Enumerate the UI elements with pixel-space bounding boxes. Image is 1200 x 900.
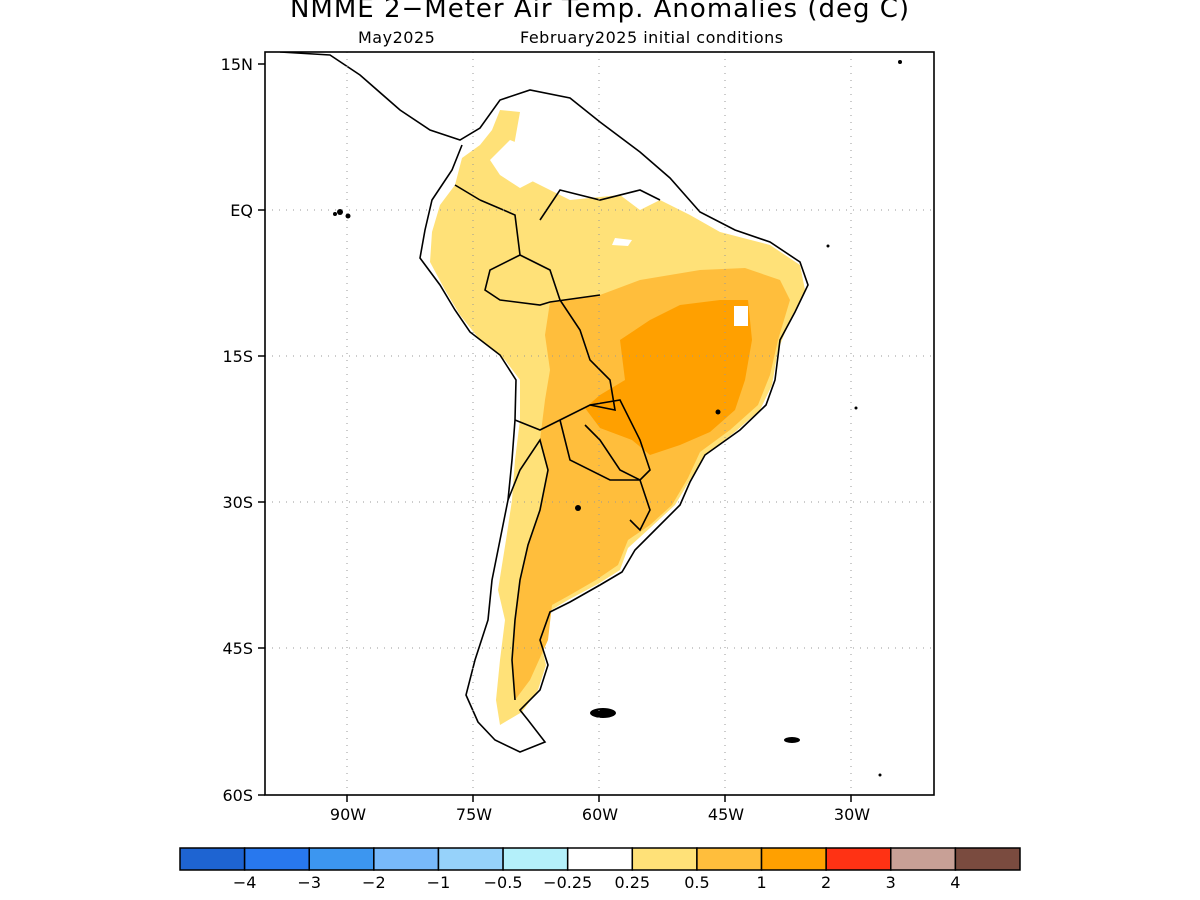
lat-tick-label: 15N bbox=[221, 55, 253, 74]
lat-tick-label: 30S bbox=[222, 493, 253, 512]
lon-tick-label: 60W bbox=[582, 805, 618, 824]
colorbar-swatch bbox=[502, 847, 569, 871]
anomaly-below-0_25-patch bbox=[565, 130, 600, 170]
colorbar-swatch bbox=[308, 847, 375, 871]
map-area bbox=[279, 52, 902, 777]
lat-tick-label: 15S bbox=[222, 347, 253, 366]
lat-tick-label: 60S bbox=[222, 786, 253, 805]
islands bbox=[333, 60, 902, 777]
colorbar-swatch bbox=[954, 847, 1021, 871]
lat-ticks bbox=[258, 63, 265, 796]
colorbar-label: −2 bbox=[362, 873, 386, 892]
colorbar-swatch bbox=[179, 847, 246, 871]
colorbar-swatch bbox=[566, 847, 634, 871]
colorbar-swatch bbox=[825, 847, 892, 871]
country-borders bbox=[279, 52, 809, 753]
colorbar-label: 0.25 bbox=[614, 873, 650, 892]
anomaly-1-2 bbox=[585, 300, 752, 455]
colorbar-label: −0.25 bbox=[543, 873, 592, 892]
initial-conditions: February2025 initial conditions bbox=[520, 28, 784, 47]
colorbar-swatch bbox=[890, 847, 957, 871]
lon-tick-label: 90W bbox=[330, 805, 366, 824]
colorbar-swatch bbox=[437, 847, 504, 871]
colorbar-swatch bbox=[243, 847, 310, 871]
colorbar-label: −3 bbox=[297, 873, 321, 892]
colorbar bbox=[179, 847, 1021, 871]
lon-tick-label: 30W bbox=[834, 805, 870, 824]
colorbar-swatch bbox=[631, 847, 698, 871]
colorbar-label: 0.5 bbox=[684, 873, 709, 892]
colorbar-label: 3 bbox=[886, 873, 896, 892]
colorbar-label: −1 bbox=[427, 873, 451, 892]
anomaly-below-0_25-patch bbox=[612, 238, 632, 246]
gridlines bbox=[265, 52, 934, 795]
colorbar-swatch bbox=[696, 847, 763, 871]
colorbar-label: 2 bbox=[821, 873, 831, 892]
colorbar-swatch bbox=[373, 847, 440, 871]
anomaly-below-0_25-spot bbox=[734, 306, 748, 326]
colorbar-swatch bbox=[760, 847, 827, 871]
colorbar-label: −4 bbox=[233, 873, 257, 892]
colorbar-labels: −4 −3 −2 −1 −0.5 −0.25 0.25 0.5 1 2 3 4 bbox=[233, 873, 961, 892]
forecast-month: May2025 bbox=[358, 28, 436, 47]
lat-tick-label: 45S bbox=[222, 639, 253, 658]
anomaly-below-0_25-patch bbox=[490, 140, 545, 188]
lat-tick-label: EQ bbox=[230, 201, 253, 220]
lon-ticks bbox=[346, 795, 852, 802]
lon-tick-label: 75W bbox=[456, 805, 492, 824]
colorbar-label: −0.5 bbox=[484, 873, 523, 892]
colorbar-label: 1 bbox=[756, 873, 766, 892]
map-title: NMME 2−Meter Air Temp. Anomalies (deg C) bbox=[289, 0, 911, 24]
lon-tick-label: 45W bbox=[708, 805, 744, 824]
colorbar-label: 4 bbox=[950, 873, 960, 892]
